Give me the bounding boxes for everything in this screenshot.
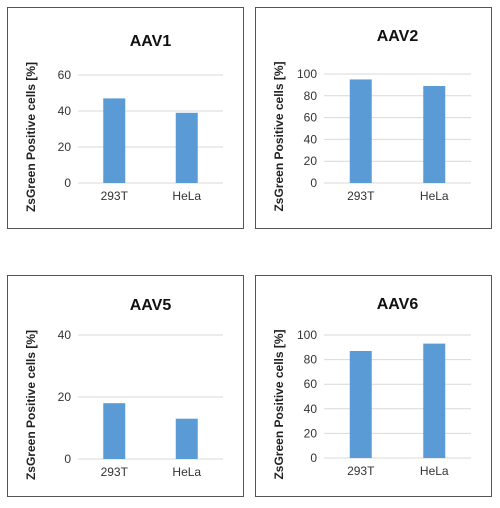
bar-293t	[103, 403, 126, 459]
y-tick-label: 20	[58, 140, 72, 154]
y-tick-label: 60	[58, 68, 72, 82]
x-tick-label: 293T	[347, 464, 375, 478]
bar-hela	[423, 85, 446, 183]
chart-title: AAV2	[377, 28, 419, 45]
y-tick-label: 0	[310, 176, 317, 190]
y-tick-label: 60	[304, 377, 318, 391]
x-tick-label: 293T	[347, 189, 375, 203]
chart-aav2: AAV2 ZsGreen Positive cells [%] 0 20 40 60 80 1…	[272, 28, 471, 212]
y-tick-label: 20	[304, 154, 318, 168]
x-tick-label: HeLa	[172, 189, 201, 203]
y-tick-label: 0	[64, 452, 71, 466]
chart-title: AAV5	[130, 297, 172, 314]
chart-aav1: AAV1 ZsGreen Positive cells [%] 0 20 40 60 293…	[24, 33, 223, 212]
y-tick-label: 40	[304, 132, 318, 146]
y-tick-label: 0	[64, 176, 71, 190]
y-axis-label: ZsGreen Positive cells [%]	[24, 330, 38, 480]
chart-panel-aav2: AAV2 ZsGreen Positive cells [%] 0 20 40 60 80 1…	[255, 7, 492, 229]
bar-hela	[423, 343, 446, 458]
y-tick-label: 60	[304, 111, 318, 125]
x-tick-label: HeLa	[172, 465, 201, 479]
y-axis-label: ZsGreen Positive cells [%]	[272, 61, 286, 211]
chart-title: AAV6	[377, 296, 419, 313]
y-tick-label: 80	[304, 89, 318, 103]
x-tick-label: HeLa	[420, 189, 449, 203]
y-tick-label: 20	[304, 426, 318, 440]
y-tick-label: 100	[297, 328, 317, 342]
chart-panel-aav6: AAV6 ZsGreen Positive cells [%] 0 20 40 60 80 1…	[255, 275, 492, 497]
chart-panel-aav5: AAV5 ZsGreen Positive cells [%] 0 20 40 293T H…	[7, 275, 244, 497]
x-tick-label: 293T	[101, 189, 129, 203]
bar-293t	[349, 79, 372, 183]
chart-aav5: AAV5 ZsGreen Positive cells [%] 0 20 40 293T H…	[24, 297, 223, 480]
y-axis-label: ZsGreen Positive cells [%]	[24, 62, 38, 212]
chart-title: AAV1	[130, 33, 172, 50]
y-tick-label: 0	[310, 451, 317, 465]
y-tick-label: 80	[304, 353, 318, 367]
chart-aav6: AAV6 ZsGreen Positive cells [%] 0 20 40 60 80 1…	[272, 296, 471, 480]
y-tick-label: 100	[297, 67, 317, 81]
y-tick-label: 40	[58, 328, 72, 342]
x-tick-label: 293T	[101, 465, 129, 479]
y-tick-label: 20	[58, 390, 72, 404]
bar-hela	[175, 418, 198, 459]
chart-panel-aav1: AAV1 ZsGreen Positive cells [%] 0 20 40 60 293…	[7, 7, 244, 229]
y-tick-label: 40	[304, 402, 318, 416]
bar-293t	[103, 98, 126, 183]
x-tick-label: HeLa	[420, 464, 449, 478]
y-axis-label: ZsGreen Positive cells [%]	[272, 329, 286, 479]
y-tick-label: 40	[58, 104, 72, 118]
bar-hela	[175, 112, 198, 183]
bar-293t	[349, 350, 372, 458]
